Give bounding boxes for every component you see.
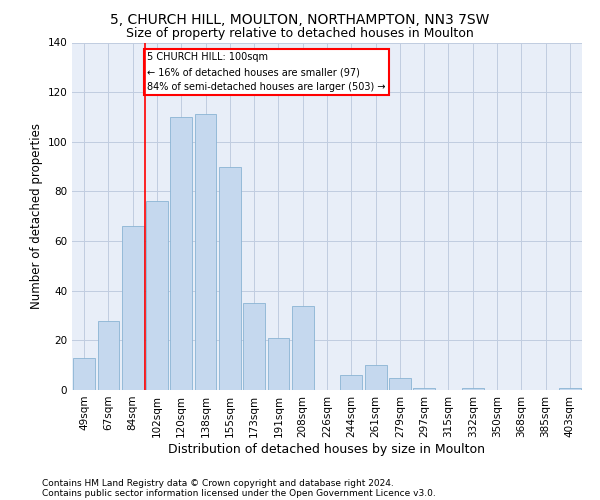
Bar bbox=[170, 117, 192, 390]
Bar bbox=[194, 114, 217, 390]
Bar bbox=[268, 338, 289, 390]
Text: 5 CHURCH HILL: 100sqm
← 16% of detached houses are smaller (97)
84% of semi-deta: 5 CHURCH HILL: 100sqm ← 16% of detached … bbox=[147, 52, 386, 92]
Bar bbox=[122, 226, 143, 390]
Text: 5, CHURCH HILL, MOULTON, NORTHAMPTON, NN3 7SW: 5, CHURCH HILL, MOULTON, NORTHAMPTON, NN… bbox=[110, 12, 490, 26]
X-axis label: Distribution of detached houses by size in Moulton: Distribution of detached houses by size … bbox=[169, 442, 485, 456]
Bar bbox=[413, 388, 435, 390]
Bar bbox=[559, 388, 581, 390]
Text: Size of property relative to detached houses in Moulton: Size of property relative to detached ho… bbox=[126, 28, 474, 40]
Y-axis label: Number of detached properties: Number of detached properties bbox=[30, 123, 43, 309]
Bar bbox=[389, 378, 411, 390]
Bar bbox=[243, 303, 265, 390]
Bar bbox=[97, 320, 119, 390]
Bar bbox=[146, 202, 168, 390]
Text: Contains HM Land Registry data © Crown copyright and database right 2024.: Contains HM Land Registry data © Crown c… bbox=[42, 478, 394, 488]
Bar bbox=[462, 388, 484, 390]
Text: Contains public sector information licensed under the Open Government Licence v3: Contains public sector information licen… bbox=[42, 488, 436, 498]
Bar bbox=[73, 358, 95, 390]
Bar bbox=[292, 306, 314, 390]
Bar bbox=[219, 166, 241, 390]
Bar bbox=[365, 365, 386, 390]
Bar bbox=[340, 375, 362, 390]
